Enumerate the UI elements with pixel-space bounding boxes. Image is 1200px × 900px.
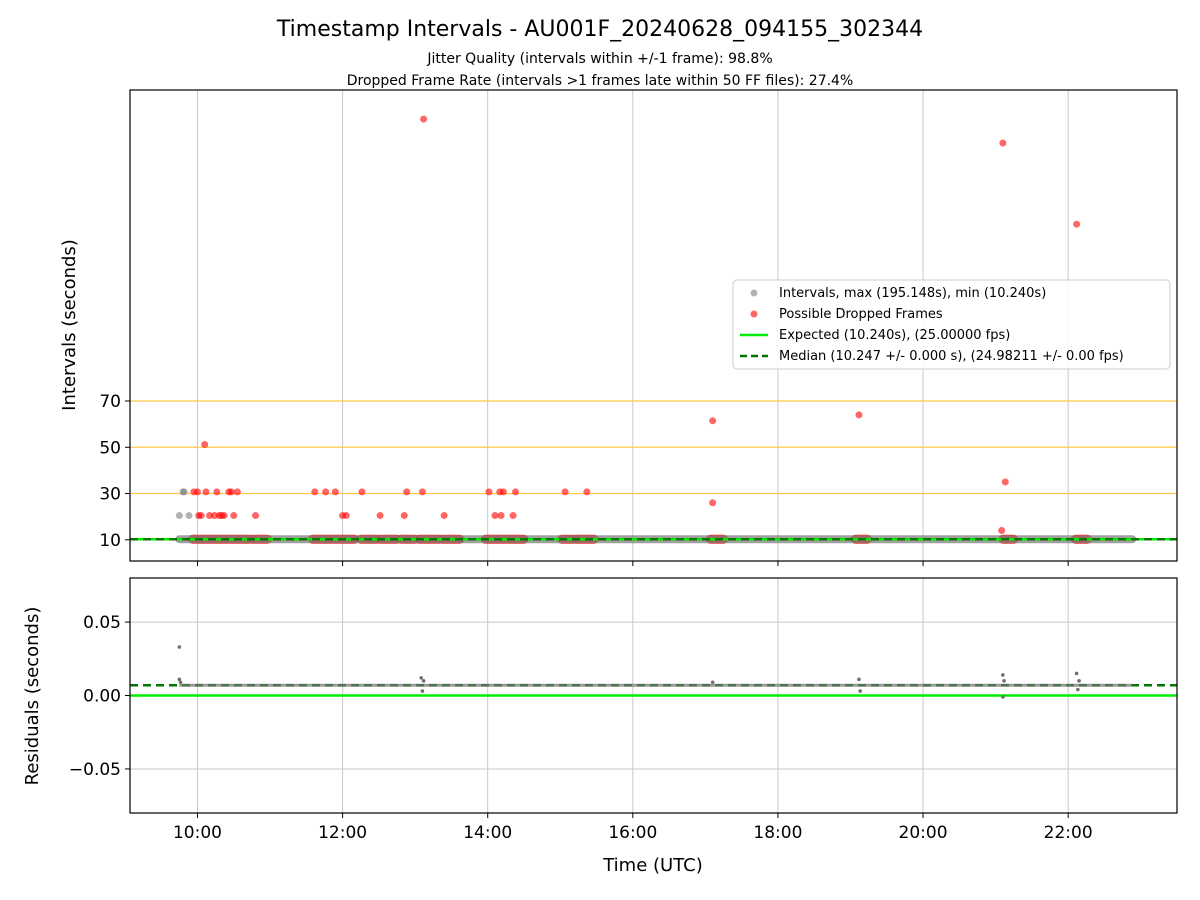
legend-frame: [732, 279, 1171, 370]
x-tick-label: 14:00: [463, 823, 512, 843]
dropped-frame-point: [709, 499, 717, 507]
subtitle-dropped-rate: Dropped Frame Rate (intervals >1 frames …: [347, 73, 854, 89]
residual-points: [177, 645, 1081, 699]
x-tick-label: 22:00: [1044, 823, 1093, 843]
intervals-legend: Intervals, max (195.148s), min (10.240s)…: [732, 279, 1171, 370]
dropped-frame-point: [206, 512, 214, 520]
dropped-frame-points: [190, 115, 1081, 535]
legend-intervals-marker: [750, 289, 758, 297]
dropped-frame-point: [403, 488, 411, 496]
dropped-frame-point: [233, 488, 241, 496]
dropped-frame-point: [252, 512, 260, 520]
residual-point: [1074, 671, 1079, 676]
legend-dropped-label: Possible Dropped Frames: [779, 307, 943, 322]
dropped-frame-point: [1001, 478, 1009, 486]
threshold-lines: [130, 400, 1177, 495]
dropped-frame-point: [440, 512, 448, 520]
x-tick-label: 18:00: [753, 823, 802, 843]
residuals-y-axis-label: Residuals (seconds): [22, 607, 43, 786]
legend-median-label: Median (10.247 +/- 0.000 s), (24.98211 +…: [779, 349, 1124, 364]
residual-point: [419, 676, 423, 680]
residual-point: [1001, 673, 1005, 677]
interval-point: [175, 512, 183, 520]
residuals-y-ticks: 0.05 0.00 −0.05: [69, 613, 130, 780]
intervals-x-ticks: [196, 561, 1069, 566]
dropped-frame-point: [213, 488, 221, 496]
intervals-y-tick-label: 50: [99, 438, 121, 458]
dropped-frame-point: [855, 411, 863, 419]
intervals-y-tick-label: 10: [99, 531, 121, 551]
subtitle-jitter: Jitter Quality (intervals within +/-1 fr…: [426, 51, 772, 67]
chart-title: Timestamp Intervals - AU001F_20240628_09…: [276, 17, 923, 42]
legend-expected-label: Expected (10.240s), (25.00000 fps): [779, 328, 1010, 343]
residual-point: [1002, 679, 1006, 683]
dropped-frame-point: [311, 488, 319, 496]
dropped-frame-point: [342, 512, 350, 520]
dropped-frame-point: [509, 512, 517, 520]
residual-point: [857, 677, 861, 682]
dropped-frame-point: [230, 512, 238, 520]
dropped-frame-point: [197, 512, 205, 520]
residuals-y-tick-label: 0.00: [83, 687, 121, 707]
dropped-frame-point: [998, 527, 1006, 535]
dropped-frame-point: [227, 488, 235, 496]
dropped-frame-point: [220, 512, 228, 520]
intervals-y-tick-label: 70: [99, 392, 121, 412]
legend-dropped-marker: [750, 310, 758, 318]
intervals-y-tick-label: 30: [99, 485, 121, 505]
dropped-frame-point: [418, 488, 426, 496]
x-axis-label: Time (UTC): [602, 855, 703, 876]
dropped-frame-point: [709, 417, 717, 425]
residuals-y-tick-label: −0.05: [69, 760, 121, 780]
dropped-frame-point: [331, 488, 339, 496]
dropped-frame-point: [400, 512, 408, 520]
dropped-frame-point: [193, 488, 201, 496]
residual-point: [1077, 679, 1081, 683]
x-tick-label: 16:00: [608, 823, 657, 843]
dropped-frame-point: [497, 512, 505, 520]
residuals-y-tick-label: 0.05: [83, 613, 121, 633]
dropped-frame-point: [376, 512, 384, 520]
x-tick-label: 20:00: [899, 823, 948, 843]
intervals-y-ticks: 10 30 50 70: [99, 392, 130, 551]
residual-point: [710, 680, 715, 685]
dropped-frame-point: [420, 115, 428, 123]
residual-point: [177, 645, 182, 649]
residuals-panel: 0.05 0.00 −0.05 10:00 12:00 14:00 16:00 18:00 2…: [22, 577, 1178, 876]
dropped-frame-point: [561, 488, 569, 496]
residual-point: [178, 680, 183, 685]
x-tick-label: 10:00: [173, 823, 222, 843]
dropped-frame-point: [201, 440, 209, 448]
interval-points: [175, 488, 193, 520]
dropped-frame-point: [210, 512, 218, 520]
x-tick-label: 12:00: [318, 823, 367, 843]
interval-point: [180, 488, 188, 496]
dropped-frame-point: [491, 512, 499, 520]
dropped-frame-point: [1073, 220, 1081, 228]
interval-point: [185, 512, 193, 520]
residual-point: [858, 689, 862, 693]
intervals-plot-frame: [129, 89, 1178, 562]
dropped-frame-point: [485, 488, 493, 496]
legend-intervals-label: Intervals, max (195.148s), min (10.240s): [779, 286, 1046, 301]
dropped-frame-point: [499, 488, 507, 496]
dropped-frame-point: [322, 488, 330, 496]
dropped-frame-point: [999, 139, 1007, 147]
dropped-frame-point: [583, 488, 591, 496]
residuals-x-ticks: 10:00 12:00 14:00 16:00 18:00 20:00 22:00: [173, 813, 1093, 843]
residual-point: [177, 677, 182, 682]
dropped-frame-point: [512, 488, 520, 496]
residual-point: [1001, 695, 1005, 699]
residual-point: [421, 679, 426, 683]
intervals-panel: 10 30 50 70 Intervals (seconds) Intervals, …: [59, 89, 1178, 566]
intervals-y-axis-label: Intervals (seconds): [59, 239, 80, 411]
dropped-frame-point: [358, 488, 366, 496]
residual-point: [420, 689, 425, 693]
residual-point: [1076, 687, 1080, 692]
dropped-frame-point: [202, 488, 210, 496]
